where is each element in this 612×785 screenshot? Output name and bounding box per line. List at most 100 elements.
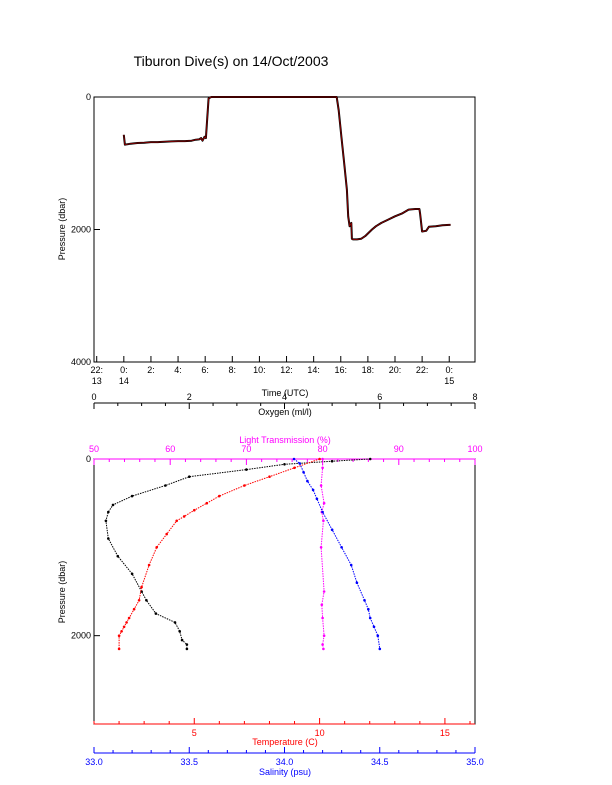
oxygen-profile-point bbox=[185, 643, 189, 646]
oxygen-tick-label-4: 4 bbox=[282, 392, 287, 402]
temperature-profile-point bbox=[137, 599, 141, 602]
time-x-tick-label-1: 0: bbox=[120, 365, 128, 375]
temperature-axis-label: Temperature (C) bbox=[252, 737, 318, 747]
salinity-profile-point bbox=[368, 616, 372, 620]
temperature-profile-point bbox=[147, 563, 151, 567]
time-x-tick-label-6: 10: bbox=[253, 365, 266, 375]
light-transmission-tick-label-60: 60 bbox=[165, 444, 175, 454]
profile-plot-frame bbox=[93, 458, 476, 725]
temperature-profile-point bbox=[155, 546, 158, 549]
profile-y-axis-label: Pressure (dbar) bbox=[57, 561, 67, 624]
time-x-tick-label-0: 22: bbox=[90, 365, 103, 375]
salinity-profile-point bbox=[367, 607, 370, 611]
temperature-profile-point bbox=[120, 630, 123, 633]
salinity-tick-label-34-0: 34.0 bbox=[276, 757, 294, 767]
salinity-profile-point bbox=[363, 599, 366, 602]
time-y-tick-label-2000: 2000 bbox=[71, 225, 91, 235]
oxygen-profile-point bbox=[330, 459, 334, 463]
oxygen-profile-point bbox=[145, 599, 148, 602]
light-transmission-tick-label-90: 90 bbox=[394, 444, 404, 454]
salinity-profile-point bbox=[302, 471, 305, 474]
oxygen-profile-point bbox=[185, 647, 189, 651]
time-x-axis: 22:130:142: 4: 6: 8: 10: 12: 14: 16: 18: 20: 22: 0:… bbox=[90, 356, 454, 386]
profile-y-tick-label-2000: 2000 bbox=[71, 631, 91, 641]
time-y-axis-label: Pressure (dbar) bbox=[57, 198, 67, 261]
oxygen-profile-point bbox=[111, 503, 115, 507]
time-x-tick-label-12: 22: bbox=[416, 365, 429, 375]
oxygen-profile-point bbox=[107, 537, 110, 540]
temperature-profile-point bbox=[117, 634, 121, 637]
oxygen-profile-point bbox=[283, 463, 286, 466]
light-transmission-profile-point bbox=[321, 616, 324, 620]
profile-y-tick-label-0: 0 bbox=[86, 454, 91, 464]
light-transmission-profile-line bbox=[320, 459, 325, 649]
temperature-profile-point bbox=[122, 625, 126, 629]
oxygen-profile-point bbox=[130, 572, 134, 576]
oxygen-tick-label-2: 2 bbox=[187, 392, 192, 402]
salinity-profile-point bbox=[315, 497, 319, 501]
time-x-tick-label-13: 0: bbox=[445, 365, 453, 375]
temperature-profile-point bbox=[293, 466, 296, 470]
temperature-profile-point bbox=[140, 585, 143, 589]
time-x-tick-label-9: 16: bbox=[335, 365, 348, 375]
time-y-axis: 0 2000 4000 bbox=[71, 92, 100, 367]
oxygen-profile-point bbox=[180, 638, 184, 642]
temperature-tick-label-15: 15 bbox=[440, 728, 450, 738]
light-transmission-profile-point bbox=[321, 466, 324, 470]
temperature-profile-point bbox=[218, 494, 221, 498]
oxygen-tick-label-6: 6 bbox=[377, 392, 382, 402]
temperature-profile-point bbox=[175, 519, 178, 523]
light-transmission-profile-point bbox=[319, 484, 323, 487]
oxygen-profile-point bbox=[107, 510, 110, 514]
time-x-tick-label-3: 4: bbox=[174, 365, 182, 375]
temperature-profile-line bbox=[118, 458, 320, 649]
light-transmission-profile-point bbox=[321, 457, 324, 461]
light-transmission-axis-label: Light Transmission (%) bbox=[239, 435, 331, 445]
light-transmission-tick-label-70: 70 bbox=[241, 444, 251, 454]
temperature-profile-point bbox=[117, 647, 121, 651]
temperature-tick-label-10: 10 bbox=[315, 728, 325, 738]
salinity-profile-point bbox=[311, 488, 315, 492]
figure-title: Tiburon Dive(s) on 14/Oct/2003 bbox=[134, 53, 329, 69]
time-x-tick-label-10: 18: bbox=[362, 365, 375, 375]
oxygen-profile-point bbox=[104, 519, 108, 523]
temperature-tick-label-5: 5 bbox=[192, 728, 197, 738]
oxygen-profile-point bbox=[164, 484, 167, 487]
oxygen-profile-point bbox=[178, 630, 181, 633]
time-x-tick-label-2: 2: bbox=[147, 365, 155, 375]
temperature-profile-point bbox=[243, 484, 246, 487]
salinity-profile-point bbox=[378, 647, 382, 651]
temperature-profile-point bbox=[182, 515, 186, 518]
light-transmission-profile-point bbox=[319, 546, 323, 549]
temperature-profile-point bbox=[127, 616, 131, 620]
temperature-profile-point bbox=[132, 607, 136, 611]
salinity-profile-point bbox=[306, 479, 309, 483]
time-x-axis-label: Time (UTC) bbox=[262, 388, 309, 398]
profile-axes: 0 2000 0 2 4 6 8 50 60 70 80 90 100 5 10 15 33.0 33.5 34.0… bbox=[71, 392, 484, 767]
oxygen-profile-line bbox=[105, 458, 371, 649]
oxygen-profile-point bbox=[173, 621, 177, 624]
salinity-tick-label-34-5: 34.5 bbox=[371, 757, 389, 767]
time-x-tick-date-0: 13 bbox=[92, 376, 102, 386]
time-x-tick-label-8: 14: bbox=[307, 365, 320, 375]
time-series-layer bbox=[122, 96, 451, 241]
salinity-profile-point bbox=[292, 457, 296, 461]
time-x-tick-label-4: 6: bbox=[201, 365, 209, 375]
light-transmission-profile-point bbox=[322, 590, 326, 593]
salinity-profile-point bbox=[376, 634, 380, 637]
temperature-profile-point bbox=[165, 532, 168, 536]
oxygen-axis-label: Oxygen (ml/l) bbox=[258, 407, 312, 417]
light-transmission-profile-point bbox=[321, 643, 324, 646]
oxygen-profile-point bbox=[245, 468, 248, 471]
time-x-tick-date-1: 14 bbox=[119, 376, 129, 386]
salinity-tick-label-33-0: 33.0 bbox=[85, 757, 103, 767]
time-x-tick-label-5: 8: bbox=[229, 365, 237, 375]
light-transmission-profile-point bbox=[322, 519, 325, 523]
light-transmission-profile-point bbox=[322, 634, 326, 637]
temperature-profile-point bbox=[318, 457, 321, 461]
oxygen-profile-point bbox=[368, 457, 372, 461]
salinity-tick-label-33-5: 33.5 bbox=[180, 757, 198, 767]
profile-panel: 0 2000 0 2 4 6 8 50 60 70 80 90 100 5 10 15 33.0 33.5 34.0… bbox=[57, 392, 484, 777]
